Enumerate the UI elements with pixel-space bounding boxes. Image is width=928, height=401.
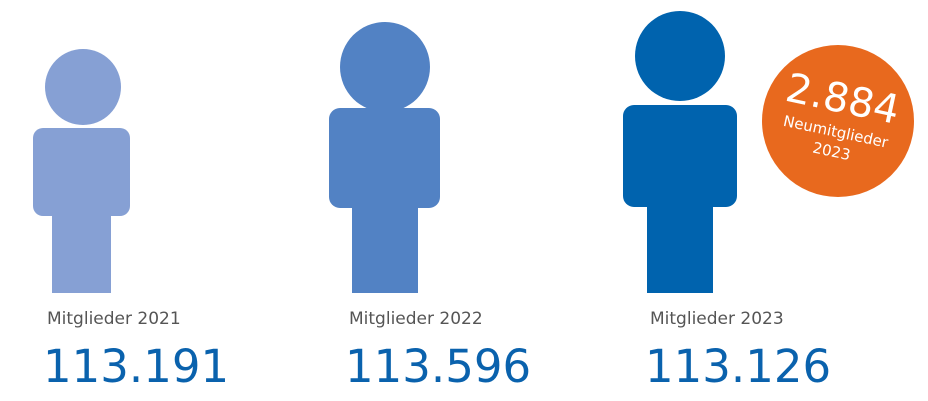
person-icon: [33, 49, 130, 293]
item-value: 113.596: [345, 340, 531, 393]
person-icon: [623, 11, 737, 293]
badge: 2.884 Neumitglieder 2023: [762, 45, 914, 197]
item-value: 113.191: [43, 340, 229, 393]
item-label: Mitglieder 2023: [650, 309, 784, 329]
item-label: Mitglieder 2022: [349, 309, 483, 329]
item-value: 113.126: [645, 340, 831, 393]
item-label: Mitglieder 2021: [47, 309, 181, 329]
person-icon: [329, 22, 440, 293]
